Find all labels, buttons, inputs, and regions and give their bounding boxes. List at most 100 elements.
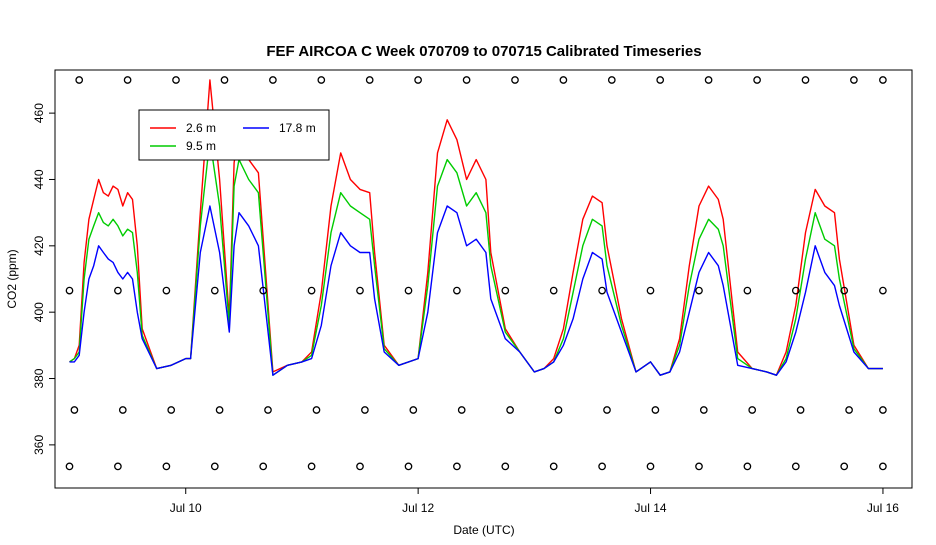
y-tick-label: 440 [32,169,46,189]
reference-point [361,406,369,414]
reference-point [404,286,413,295]
series-markers [65,76,887,471]
reference-point [559,76,568,84]
reference-point [695,462,703,471]
reference-point [118,406,127,414]
reference-point [65,286,74,295]
reference-point [753,76,761,84]
legend-label: 9.5 m [186,139,216,153]
reference-point [210,286,219,295]
reference-point [75,76,84,84]
reference-point [603,406,611,414]
reference-point [114,462,122,471]
plot-frame [54,69,913,489]
reference-point [162,286,171,295]
reference-point [172,76,180,84]
reference-point [801,76,810,84]
reference-point [796,406,805,414]
reference-point [70,406,79,414]
reference-point [404,462,413,471]
legend-label: 17.8 m [279,121,316,135]
x-axis: Jul 10 Jul 12 Jul 14 Jul 16 [170,488,899,515]
reference-point [220,76,229,84]
reference-point [748,406,757,414]
reference-point [457,406,466,414]
reference-point [307,286,316,295]
reference-point [646,286,655,295]
series-line-9-5-m [69,138,883,376]
y-tick-label: 460 [32,103,46,123]
series-lines [69,79,883,376]
y-tick-label: 380 [32,368,46,388]
reference-point [840,462,849,471]
reference-point [307,462,316,471]
reference-point [704,76,713,84]
reference-point [501,462,510,471]
reference-point [791,286,800,295]
reference-point [65,462,74,471]
chart-title: FEF AIRCOA C Week 070709 to 070715 Calib… [266,43,701,60]
reference-point [646,462,655,471]
reference-point [162,462,171,471]
reference-point [409,406,418,414]
reference-point [264,406,272,414]
reference-point [269,76,277,84]
reference-point [840,286,849,295]
y-tick-label: 420 [32,235,46,255]
x-tick-label: Jul 12 [402,501,434,515]
y-tick-label: 400 [32,302,46,322]
reference-point [365,76,374,84]
x-tick-label: Jul 16 [867,501,899,515]
reference-point [791,462,800,471]
reference-point [501,286,510,295]
reference-point [453,462,461,471]
reference-point [607,76,616,84]
reference-point [598,286,606,295]
reference-point [506,406,514,414]
reference-point [850,76,858,84]
reference-point [210,462,219,471]
reference-point [215,406,224,414]
reference-point [695,286,703,295]
reference-point [356,286,364,295]
reference-point [699,406,708,414]
series-line-2-6-m [69,79,883,376]
reference-point [879,76,887,84]
legend-label: 2.6 m [186,121,216,135]
reference-point [598,462,606,471]
series-line-17-8-m [69,205,883,376]
reference-point [317,76,326,84]
plot-area [65,76,887,471]
reference-point [312,406,321,414]
legend-box [138,109,330,161]
reference-point [656,76,665,84]
reference-point [651,406,660,414]
reference-point [167,406,176,414]
x-tick-label: Jul 14 [635,501,667,515]
reference-point [879,406,887,414]
reference-point [549,462,558,471]
reference-point [743,462,752,471]
y-tick-label: 360 [32,435,46,455]
x-axis-label: Date (UTC) [453,523,514,537]
reference-point [462,76,471,84]
reference-point [879,286,887,295]
reference-point [356,462,364,471]
y-axis: 360 380 400 420 440 460 [32,103,55,455]
reference-point [879,462,887,471]
reference-point [114,286,122,295]
reference-point [511,76,519,84]
reference-point [414,76,422,84]
reference-point [845,406,853,414]
x-tick-label: Jul 10 [170,501,202,515]
y-axis-label: CO2 (ppm) [5,249,19,308]
reference-point [259,462,268,471]
legend: 2.6 m 17.8 m 9.5 m [138,109,330,161]
reference-point [453,286,461,295]
reference-point [123,76,132,84]
reference-point [554,406,563,414]
reference-point [259,286,268,295]
reference-point [743,286,752,295]
